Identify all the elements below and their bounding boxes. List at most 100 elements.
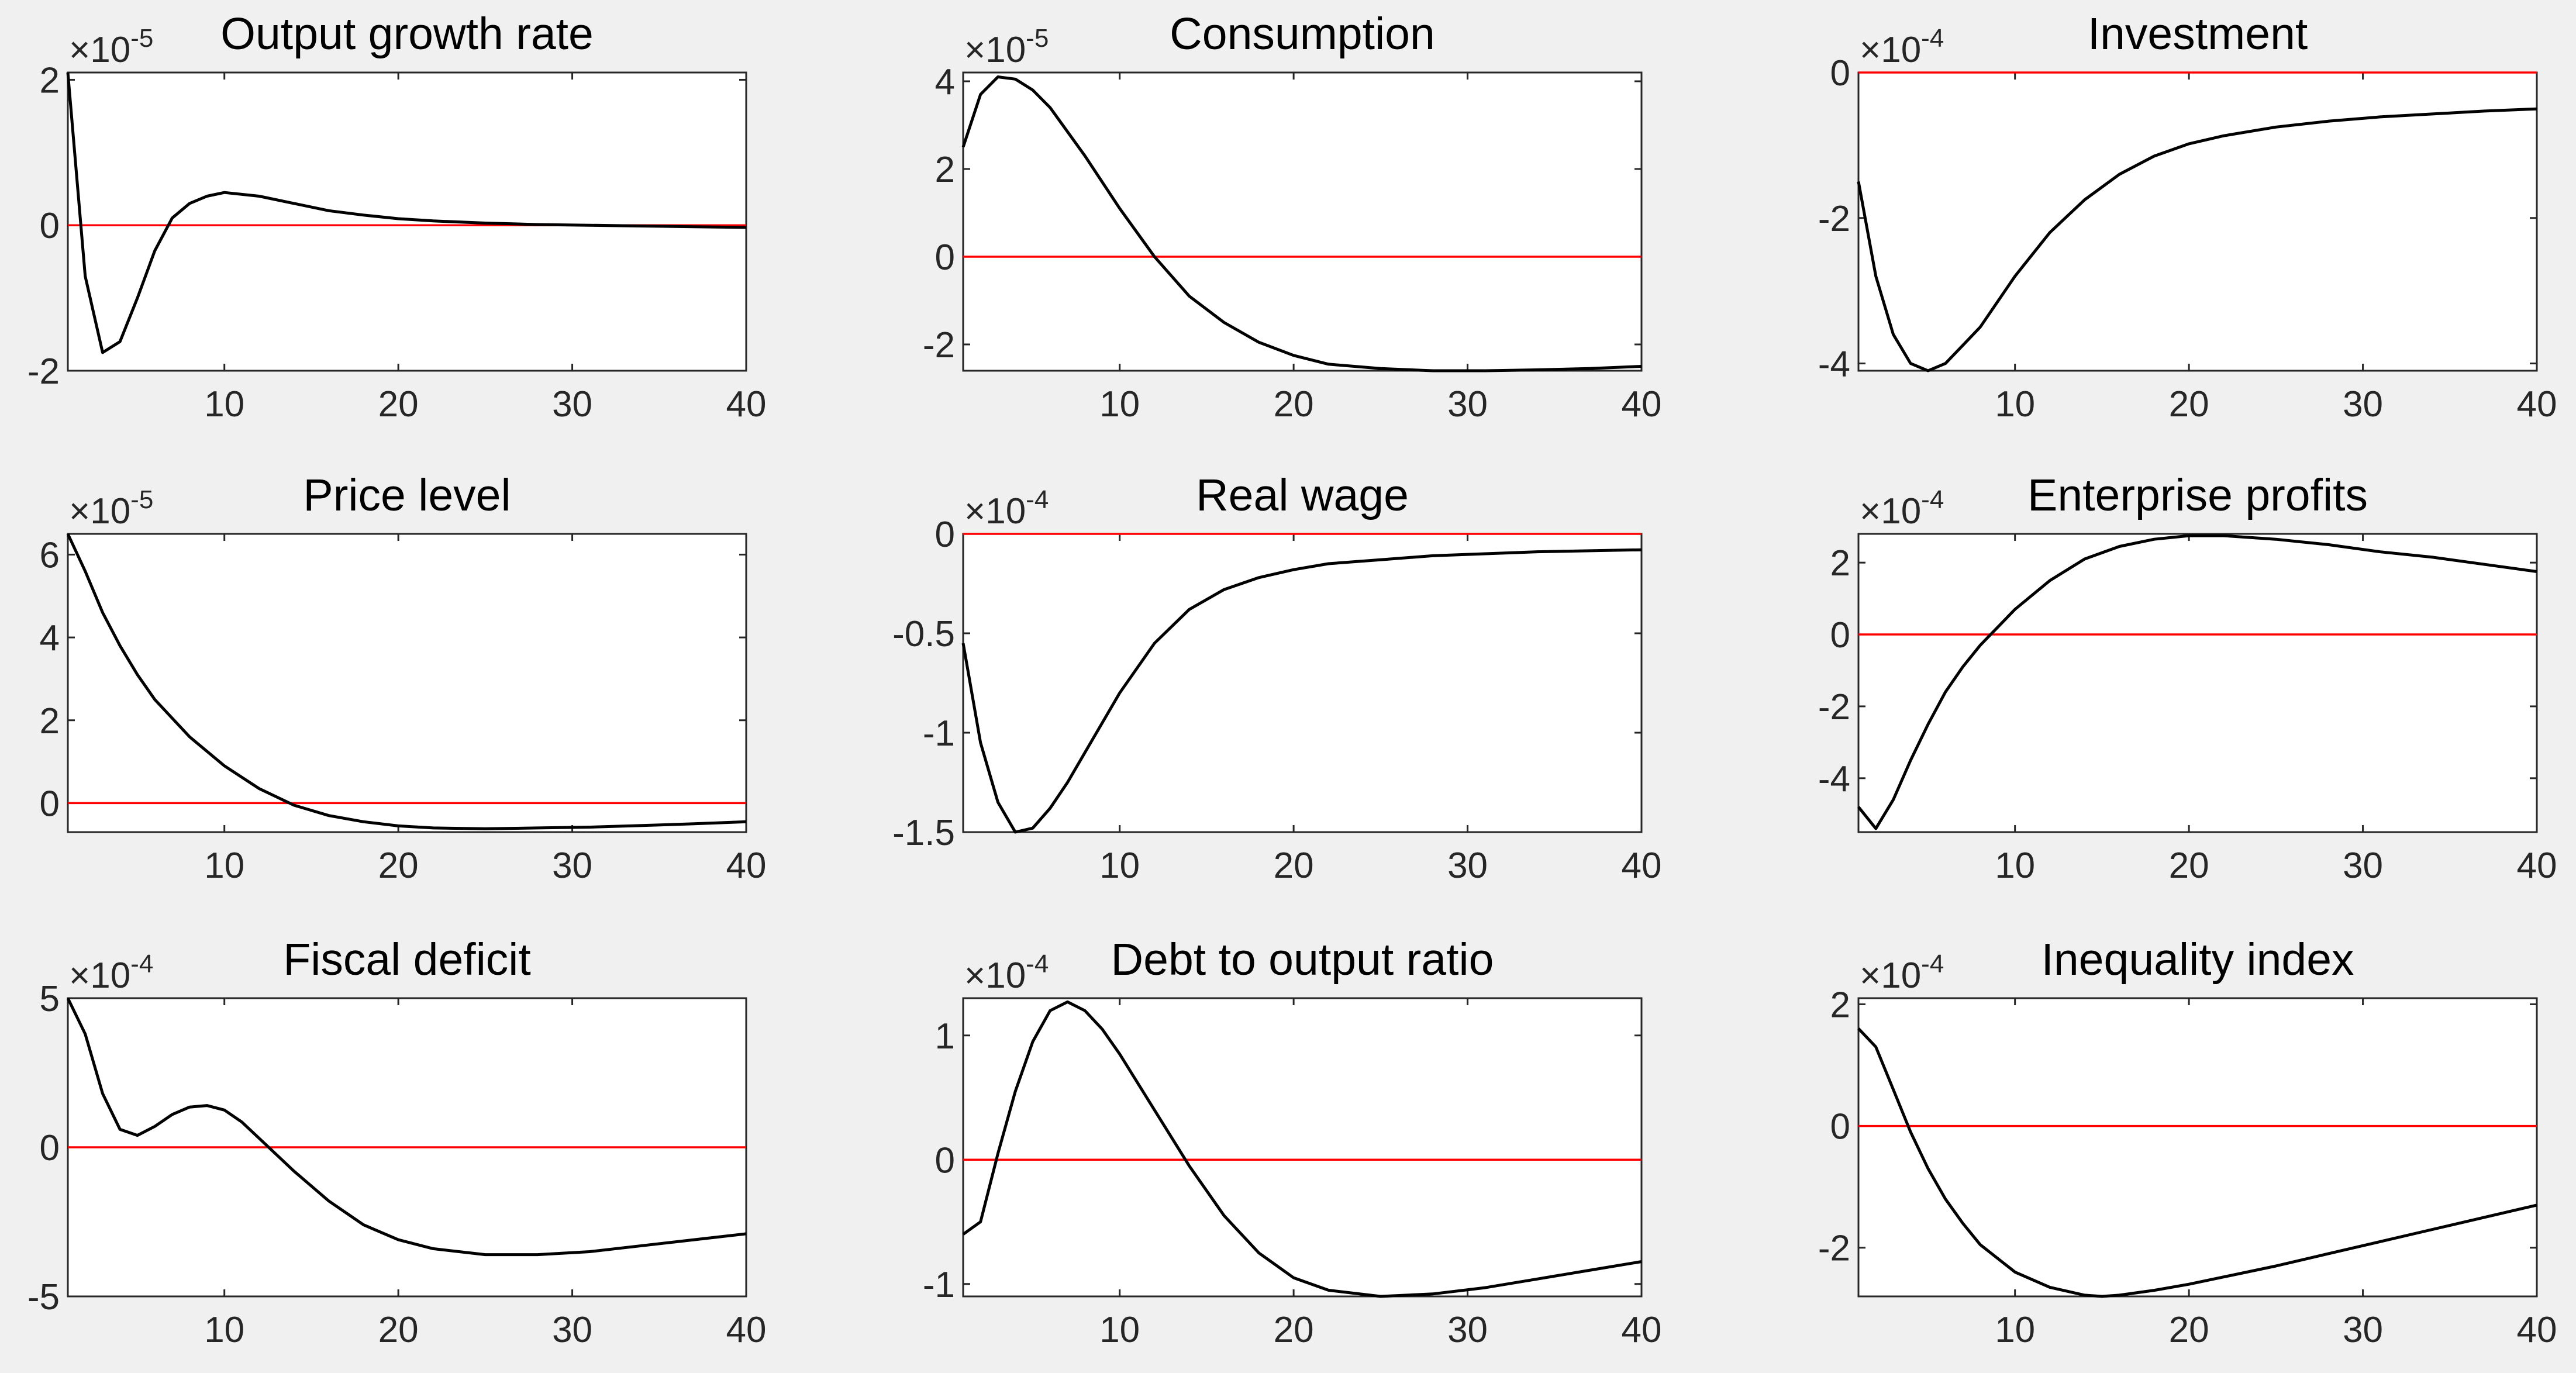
y-tick-label: 0 xyxy=(40,206,60,246)
x-tick-label: 30 xyxy=(552,846,592,886)
chart-title: Price level xyxy=(303,470,511,520)
exponent-power: -5 xyxy=(130,485,153,514)
exponent-base: ×10 xyxy=(1860,491,1921,532)
chart-panel: 10 20 30 40 -2 0 2 4×10-5 Consumption xyxy=(923,9,1662,425)
plot-area xyxy=(962,533,1643,833)
x-tick-label: 20 xyxy=(2169,1310,2209,1350)
chart-panel: 10 20 30 40 -5 0 5×10-4 Fiscal deficit xyxy=(27,934,767,1350)
y-tick-label: 4 xyxy=(40,618,60,658)
x-tick-label: 10 xyxy=(204,384,244,425)
y-tick-label: 0 xyxy=(40,784,60,824)
chart-panel: 10 20 30 40 0 2 4 6×10-5 Price level xyxy=(40,470,767,886)
y-tick-label: 4 xyxy=(935,62,955,102)
exponent-power: -4 xyxy=(1026,485,1049,514)
exponent-base: ×10 xyxy=(69,955,130,996)
y-tick-label: -1 xyxy=(923,713,955,754)
y-tick-label: 5 xyxy=(40,979,60,1019)
y-tick-label: -2 xyxy=(1818,687,1850,727)
x-tick-label: 30 xyxy=(1447,846,1488,886)
exponent-base: ×10 xyxy=(964,491,1026,532)
chart-title: Real wage xyxy=(1196,470,1409,520)
y-tick-label: -4 xyxy=(1818,344,1850,385)
exponent-label: ×10-4 xyxy=(1860,950,1944,996)
y-tick-label: 2 xyxy=(1830,543,1850,584)
exponent-power: -4 xyxy=(1921,24,1944,53)
series-line xyxy=(962,1000,1642,1298)
exponent-label: ×10-5 xyxy=(69,24,153,70)
chart-panel: 10 20 30 40 -2 0 2×10-4 Inequality index xyxy=(1818,934,2557,1350)
series-line xyxy=(961,75,1642,372)
series-line xyxy=(961,548,1642,834)
plot-area xyxy=(1857,533,2538,833)
exponent-label: ×10-4 xyxy=(964,950,1049,996)
plot-area xyxy=(67,71,747,372)
y-tick-label: 0 xyxy=(935,237,955,278)
chart-panel: 10 20 30 40 -1 0 1×10-4 Debt to output ratio xyxy=(923,934,1662,1350)
x-tick-label: 20 xyxy=(1274,1310,1314,1350)
x-tick-label: 30 xyxy=(1447,384,1488,425)
y-tick-label: 2 xyxy=(40,60,60,101)
x-tick-label: 40 xyxy=(1622,384,1662,425)
x-tick-label: 10 xyxy=(1099,1310,1140,1350)
x-tick-label: 40 xyxy=(2517,1310,2557,1350)
plot-area xyxy=(962,71,1643,372)
exponent-label: ×10-4 xyxy=(1860,485,1944,532)
y-tick-label: 0 xyxy=(1830,53,1850,94)
x-tick-label: 10 xyxy=(204,1310,244,1350)
x-tick-label: 10 xyxy=(1995,1310,2035,1350)
chart-title: Output growth rate xyxy=(220,9,594,59)
chart-title: Enterprise profits xyxy=(2027,470,2368,520)
plot-area xyxy=(1857,997,2538,1298)
series-line xyxy=(1857,107,2537,372)
chart-title: Debt to output ratio xyxy=(1111,934,1494,985)
exponent-power: -5 xyxy=(1026,24,1049,53)
chart-panel: 10 20 30 40-4-20×10-4 Investment xyxy=(1818,9,2557,425)
y-tick-label: 1 xyxy=(935,1016,955,1057)
chart-panel: 10 20 30 40-4-202×10-4 Enterprise profits xyxy=(1818,470,2557,886)
x-tick-label: 30 xyxy=(1447,1310,1488,1350)
y-tick-label: -2 xyxy=(1818,199,1850,239)
y-tick-label: -4 xyxy=(1818,759,1850,799)
x-tick-label: 40 xyxy=(2517,384,2557,425)
chart-title: Fiscal deficit xyxy=(283,934,531,985)
y-tick-label: 0 xyxy=(935,515,955,555)
exponent-label: ×10-4 xyxy=(964,485,1049,532)
y-tick-label: 2 xyxy=(1830,985,1850,1025)
x-tick-label: 40 xyxy=(726,384,767,425)
y-tick-label: 0 xyxy=(40,1128,60,1168)
x-tick-label: 30 xyxy=(552,384,592,425)
x-tick-label: 20 xyxy=(2169,846,2209,886)
series-line xyxy=(66,997,747,1257)
exponent-base: ×10 xyxy=(1860,955,1921,996)
chart-panel: 10 20 30 40 -1.5 -1 -0.5 0×10-4 Real wage xyxy=(892,470,1661,886)
x-tick-label: 30 xyxy=(2343,1310,2383,1350)
exponent-label: ×10-4 xyxy=(1860,24,1944,70)
y-tick-label: -0.5 xyxy=(892,614,955,654)
plot-area xyxy=(1857,71,2538,372)
exponent-power: -4 xyxy=(1026,950,1049,978)
x-tick-label: 30 xyxy=(2343,846,2383,886)
chart-title: Inequality index xyxy=(2041,934,2354,985)
exponent-base: ×10 xyxy=(69,491,130,532)
x-tick-label: 20 xyxy=(1274,384,1314,425)
y-tick-label: 0 xyxy=(935,1140,955,1181)
x-tick-label: 20 xyxy=(1274,846,1314,886)
y-tick-label: 2 xyxy=(935,150,955,190)
x-tick-label: 40 xyxy=(1622,846,1662,886)
exponent-label: ×10-5 xyxy=(964,24,1049,70)
exponent-power: -4 xyxy=(1921,950,1944,978)
y-tick-label: 0 xyxy=(1830,615,1850,656)
chart-title: Investment xyxy=(2088,9,2308,59)
chart-panel: 10 20 30 40 -2 0 2×10-5 Output growth rate xyxy=(27,9,767,425)
exponent-power: -4 xyxy=(130,950,153,978)
exponent-label: ×10-4 xyxy=(69,950,153,996)
exponent-base: ×10 xyxy=(69,30,130,70)
y-tick-label: -1.5 xyxy=(892,813,955,853)
x-tick-label: 40 xyxy=(2517,846,2557,886)
series-line xyxy=(1857,1027,2537,1298)
series-line xyxy=(66,533,747,830)
x-tick-label: 10 xyxy=(1099,384,1140,425)
series-line xyxy=(1857,534,2537,830)
y-tick-label: -5 xyxy=(27,1277,60,1317)
